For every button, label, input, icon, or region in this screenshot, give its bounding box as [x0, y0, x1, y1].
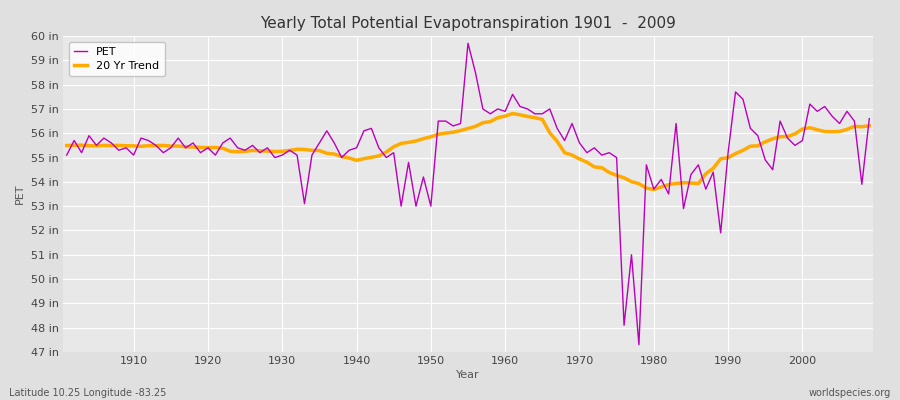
20 Yr Trend: [864, 123, 875, 128]
20 Yr Trend: [492, 115, 503, 120]
Line: PET: PET: [67, 43, 869, 345]
PET: [463, 41, 473, 46]
PET: [597, 153, 608, 158]
PET: [61, 153, 72, 158]
PET: [508, 92, 518, 97]
Line: 20 Yr Trend: 20 Yr Trend: [67, 114, 869, 190]
PET: [284, 148, 295, 153]
20 Yr Trend: [500, 114, 510, 118]
20 Yr Trend: [284, 148, 295, 153]
PET: [121, 146, 131, 150]
PET: [328, 140, 339, 145]
X-axis label: Year: Year: [456, 370, 480, 380]
PET: [864, 116, 875, 121]
PET: [634, 342, 644, 347]
PET: [500, 109, 510, 114]
Title: Yearly Total Potential Evapotranspiration 1901  -  2009: Yearly Total Potential Evapotranspiratio…: [260, 16, 676, 31]
20 Yr Trend: [61, 143, 72, 148]
20 Yr Trend: [121, 143, 131, 148]
Y-axis label: PET: PET: [15, 184, 25, 204]
Legend: PET, 20 Yr Trend: PET, 20 Yr Trend: [68, 42, 165, 76]
Text: Latitude 10.25 Longitude -83.25: Latitude 10.25 Longitude -83.25: [9, 388, 166, 398]
20 Yr Trend: [508, 111, 518, 116]
20 Yr Trend: [328, 152, 339, 156]
20 Yr Trend: [648, 187, 659, 192]
20 Yr Trend: [597, 165, 608, 170]
Text: worldspecies.org: worldspecies.org: [809, 388, 891, 398]
